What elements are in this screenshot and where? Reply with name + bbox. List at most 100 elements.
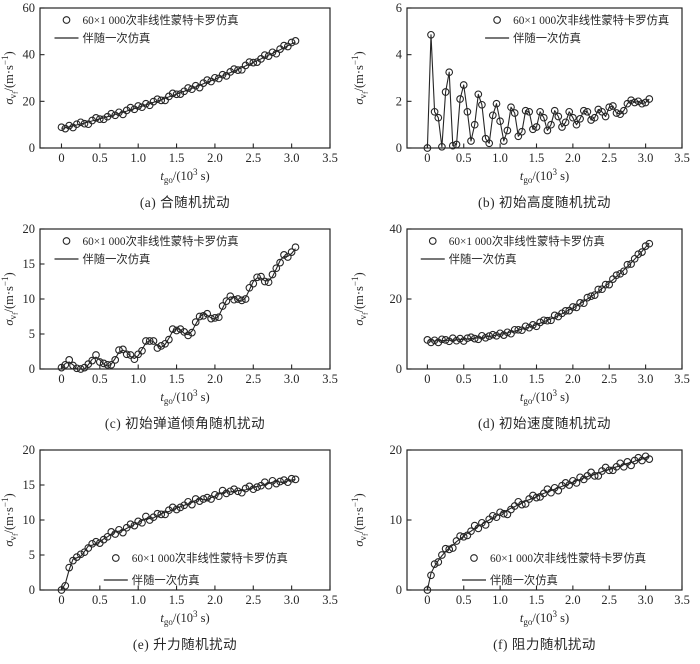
mc-point bbox=[467, 137, 475, 145]
label-part: t bbox=[520, 169, 524, 183]
mc-point bbox=[627, 461, 635, 470]
mc-point bbox=[249, 279, 258, 288]
legend-circle-marker bbox=[428, 237, 437, 245]
label-part: f bbox=[10, 91, 19, 94]
mc-point bbox=[463, 107, 472, 116]
mc-point bbox=[280, 251, 288, 259]
mc-point bbox=[253, 483, 261, 491]
mc-point bbox=[218, 302, 227, 310]
mc-point bbox=[561, 307, 570, 315]
mc-point bbox=[76, 550, 85, 559]
x-tick-label: 3.0 bbox=[284, 593, 300, 607]
mc-point bbox=[291, 475, 300, 484]
subplot-d: 0 0.5 1.0 1.5 2.0 2.5 3.0 3.5 0 20 40 tgo/(103 s) σv… bbox=[350, 221, 700, 442]
mc-point bbox=[605, 280, 614, 289]
mc-point bbox=[521, 106, 530, 115]
mc-point bbox=[427, 30, 435, 39]
subplot-e: 0 0.5 1.0 1.5 2.0 2.5 3.0 3.5 0 5 10 15 20 tgo/(103 s… bbox=[0, 442, 350, 663]
label-part: 3 bbox=[193, 167, 198, 177]
label-part: ) bbox=[352, 51, 366, 55]
mc-point bbox=[207, 495, 215, 503]
mc-point bbox=[536, 107, 544, 116]
plot-box bbox=[406, 228, 683, 370]
label-part: t bbox=[160, 169, 164, 183]
mc-point bbox=[496, 117, 504, 126]
x-axis-ticks: 0 0.5 1.0 1.5 2.0 2.5 3.0 3.5 bbox=[58, 143, 338, 165]
mc-point bbox=[195, 83, 204, 92]
x-tick-label: 1.0 bbox=[492, 151, 508, 165]
plot-svg-a: 0 0.5 1.0 1.5 2.0 2.5 3.0 3.5 0 20 40 60 tgo/(103 s)… bbox=[0, 1, 338, 185]
mc-point bbox=[142, 337, 150, 345]
x-tick-label: 2.5 bbox=[601, 372, 617, 386]
mc-point bbox=[576, 473, 584, 482]
mc-point bbox=[459, 532, 468, 541]
mc-point bbox=[539, 316, 548, 325]
mc-point bbox=[188, 500, 196, 509]
mc-point bbox=[92, 351, 100, 359]
subplot-caption: (b) 初始高度随机扰动 bbox=[477, 195, 612, 210]
label-part: f bbox=[360, 533, 369, 536]
mc-point bbox=[605, 103, 614, 112]
x-tick-label: 0 bbox=[58, 372, 64, 386]
x-tick-label: 3.0 bbox=[284, 151, 300, 165]
mc-point bbox=[61, 581, 70, 590]
x-axis-label: tgo/(103 s) bbox=[520, 167, 569, 185]
y-tick-label: 20 bbox=[23, 94, 36, 108]
mc-point bbox=[203, 493, 212, 502]
mc-point bbox=[423, 586, 432, 594]
mc-point bbox=[481, 333, 490, 342]
mc-point bbox=[478, 100, 486, 109]
mc-point bbox=[157, 510, 166, 519]
mc-point bbox=[492, 99, 501, 108]
mc-point bbox=[111, 356, 120, 364]
adjoint-line bbox=[61, 248, 296, 370]
mc-point bbox=[115, 346, 123, 354]
y-axis-label: σvf/(m·s−1) bbox=[350, 51, 369, 104]
plot-box bbox=[39, 449, 331, 591]
legend-circle-marker bbox=[62, 237, 71, 245]
mc-point bbox=[525, 107, 534, 116]
x-tick-label: 2.5 bbox=[245, 593, 261, 607]
mc-point bbox=[550, 106, 559, 115]
mc-point bbox=[161, 510, 169, 519]
mc-point bbox=[645, 455, 654, 463]
plot-box bbox=[39, 228, 331, 370]
mc-point bbox=[452, 140, 461, 149]
mc-point bbox=[214, 313, 223, 322]
mc-point bbox=[264, 481, 273, 490]
mc-point bbox=[423, 144, 432, 152]
label-part: /(10 bbox=[173, 611, 193, 625]
legend-circle-marker bbox=[62, 16, 71, 24]
mc-points bbox=[423, 239, 654, 347]
mc-point bbox=[168, 503, 177, 512]
mc-point bbox=[249, 58, 258, 67]
mc-point bbox=[565, 107, 574, 116]
mc-point bbox=[230, 65, 238, 73]
y-tick-label: 0 bbox=[29, 362, 35, 376]
mc-point bbox=[234, 66, 242, 74]
mc-point bbox=[107, 360, 116, 369]
mc-point bbox=[57, 586, 66, 594]
legend-circle-marker bbox=[470, 554, 478, 562]
mc-point bbox=[594, 285, 603, 294]
x-tick-label: 2.0 bbox=[565, 372, 581, 386]
mc-point bbox=[481, 521, 490, 529]
mc-point bbox=[590, 291, 599, 299]
mc-point bbox=[503, 510, 512, 519]
legend-mc-label: 60×1 000次非线性蒙特卡罗仿真 bbox=[83, 234, 239, 248]
y-tick-label: 5 bbox=[29, 548, 35, 562]
label-part: go bbox=[164, 396, 174, 406]
mc-point bbox=[161, 96, 169, 105]
x-tick-label: 3.5 bbox=[674, 372, 690, 386]
label-part: go bbox=[523, 175, 533, 185]
mc-point bbox=[237, 488, 246, 497]
label-part: /(m·s bbox=[2, 507, 16, 534]
x-tick-label: 1.0 bbox=[130, 593, 146, 607]
mc-point bbox=[111, 530, 120, 538]
y-axis-ticks: 0 20 40 60 bbox=[23, 1, 45, 155]
mc-point bbox=[65, 121, 74, 130]
mc-point bbox=[503, 126, 512, 135]
mc-point bbox=[230, 485, 238, 494]
